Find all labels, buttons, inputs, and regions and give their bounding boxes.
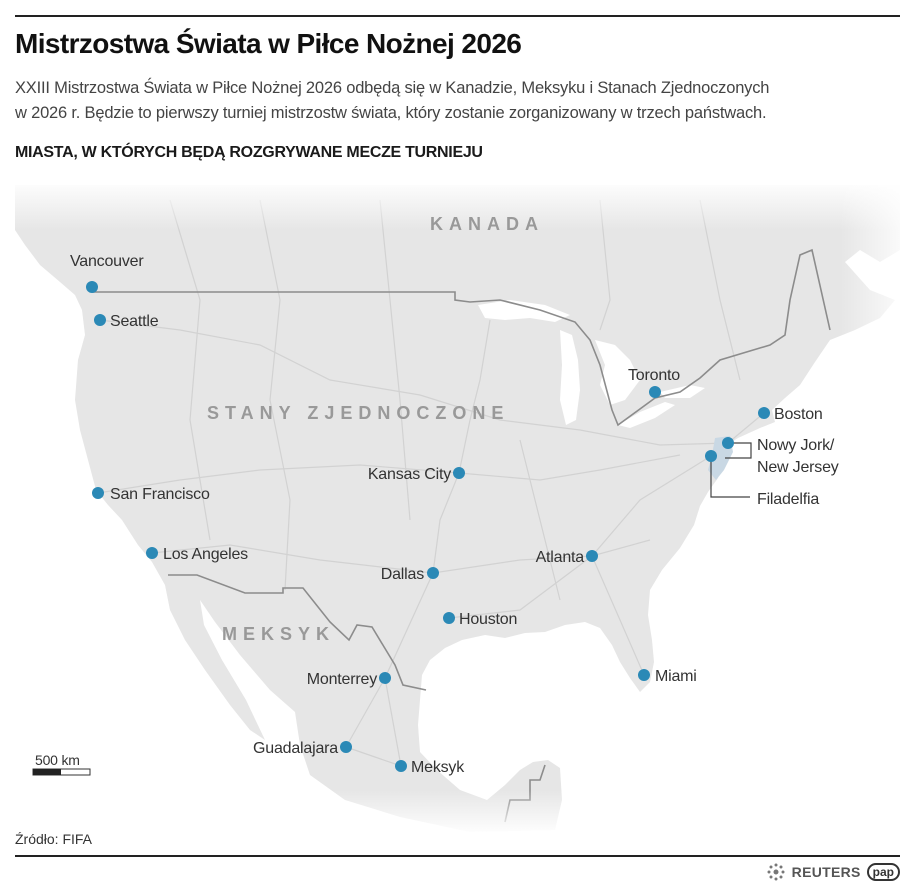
section-title: MIASTA, W KTÓRYCH BĘDĄ ROZGRYWANE MECZE …	[15, 144, 483, 161]
city-dot	[340, 741, 352, 753]
bottom-rule	[15, 855, 900, 857]
city-dot	[146, 547, 158, 559]
city-houston[interactable]: Houston	[443, 611, 517, 628]
subtitle-line-2: w 2026 r. Będzie to pierwszy turniej mis…	[15, 104, 767, 122]
city-dot	[395, 760, 407, 772]
new-york-callout-line	[725, 442, 752, 459]
city-vancouver[interactable]: Vancouver	[70, 253, 145, 293]
scale-bar: 500 km	[32, 752, 91, 776]
us-canada-border	[92, 248, 831, 427]
city-label-line-1: Nowy Jork/	[757, 437, 835, 454]
city-dot	[443, 612, 455, 624]
city-dot	[453, 467, 465, 479]
city-seattle[interactable]: Seattle	[94, 313, 159, 330]
city-dot	[427, 567, 439, 579]
us-mexico-border	[168, 574, 427, 691]
city-label-line-2: New Jersey	[757, 459, 839, 476]
fade-bottom	[0, 790, 915, 835]
city-atlanta[interactable]: Atlanta	[536, 549, 598, 566]
city-monterrey[interactable]: Monterrey	[307, 671, 391, 688]
city-dot	[638, 669, 650, 681]
city-label: Atlanta	[536, 549, 585, 566]
landmass	[15, 185, 900, 832]
scale-label: 500 km	[35, 752, 80, 768]
page-title: Mistrzostwa Świata w Piłce Nożnej 2026	[15, 28, 522, 59]
city-label: Miami	[655, 668, 697, 685]
city-kansas-city[interactable]: Kansas City	[368, 466, 465, 483]
fade-top	[0, 180, 915, 230]
city-mexico-city[interactable]: Meksyk	[395, 759, 465, 776]
reuters-logo: REUTERS	[791, 864, 861, 880]
city-dot	[86, 281, 98, 293]
country-label-mexico: MEKSYK	[222, 624, 335, 644]
city-dot	[705, 450, 717, 462]
reuters-logo-icon	[767, 863, 785, 881]
subtitle-line-1: XXIII Mistrzostwa Świata w Piłce Nożnej …	[15, 79, 770, 97]
city-dallas[interactable]: Dallas	[381, 566, 439, 583]
city-boston[interactable]: Boston	[758, 406, 823, 423]
city-label: Boston	[774, 406, 823, 423]
city-dot	[586, 550, 598, 562]
country-label-usa: STANY ZJEDNOCZONE	[207, 403, 509, 423]
city-san-francisco[interactable]: San Francisco	[92, 486, 210, 503]
city-label: San Francisco	[110, 486, 210, 503]
city-philadelphia[interactable]: Filadelfia	[705, 450, 820, 508]
city-label: Kansas City	[368, 466, 451, 483]
city-label: Monterrey	[307, 671, 377, 688]
city-guadalajara[interactable]: Guadalajara	[253, 740, 352, 757]
city-miami[interactable]: Miami	[638, 668, 697, 685]
city-label: Houston	[459, 611, 517, 628]
city-dot	[94, 314, 106, 326]
fade-right	[840, 180, 915, 840]
city-label: Filadelfia	[757, 491, 819, 508]
page-subtitle: XXIII Mistrzostwa Świata w Piłce Nożnej …	[15, 76, 895, 126]
city-toronto[interactable]: Toronto	[628, 367, 680, 398]
city-dot	[649, 386, 661, 398]
top-rule	[15, 15, 900, 17]
lake-erie	[618, 402, 675, 428]
lake-superior	[478, 300, 570, 322]
city-label: Dallas	[381, 566, 424, 583]
pap-logo: pap	[866, 863, 900, 881]
philadelphia-callout-line	[710, 456, 750, 498]
lake-michigan	[560, 330, 580, 425]
city-label: Seattle	[110, 313, 159, 330]
city-dot	[722, 437, 734, 449]
callout-lines	[710, 442, 752, 498]
city-los-angeles[interactable]: Los Angeles	[146, 546, 248, 563]
city-label: Los Angeles	[163, 546, 248, 563]
city-label: Toronto	[628, 367, 680, 384]
credits-logos: REUTERS pap	[766, 862, 900, 882]
city-dot	[92, 487, 104, 499]
city-dot	[758, 407, 770, 419]
city-new-york[interactable]: Nowy Jork/ New Jersey	[722, 437, 839, 476]
city-label: Vancouver	[70, 253, 144, 270]
source-note: Źródło: FIFA	[15, 831, 93, 847]
city-label: Meksyk	[411, 759, 465, 776]
city-dot	[379, 672, 391, 684]
country-label-canada: KANADA	[430, 214, 544, 234]
city-label: Guadalajara	[253, 740, 338, 757]
